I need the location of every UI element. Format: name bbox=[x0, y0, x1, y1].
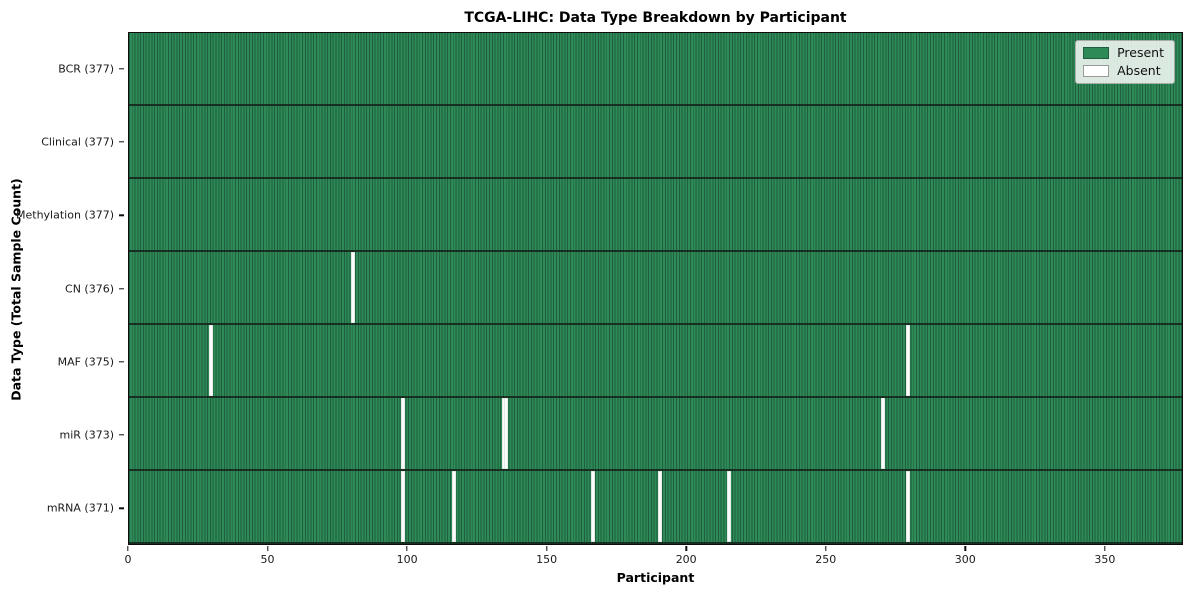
legend-item: Present bbox=[1083, 45, 1164, 60]
x-tick-label: 50 bbox=[260, 553, 275, 566]
y-tick-mark bbox=[119, 214, 124, 216]
absent-mark bbox=[401, 471, 406, 542]
x-tick-label: 100 bbox=[396, 553, 418, 566]
x-tick-label: 350 bbox=[1094, 553, 1116, 566]
absent-mark bbox=[401, 398, 406, 469]
x-tick-mark bbox=[825, 546, 827, 551]
x-tick-label: 300 bbox=[954, 553, 976, 566]
y-tick-mark bbox=[119, 287, 124, 290]
y-tick-mark bbox=[119, 434, 124, 436]
absent-mark bbox=[501, 398, 506, 469]
absent-mark bbox=[209, 325, 214, 396]
y-axis-tick-labels: BCR (377) Clinical (377) Methylation (377)… bbox=[0, 32, 124, 545]
y-tick-mark bbox=[119, 141, 124, 143]
legend-label: Absent bbox=[1117, 62, 1161, 78]
y-tick-label: mRNA (371) bbox=[46, 501, 114, 515]
absent-mark bbox=[351, 252, 356, 323]
heatmap-row bbox=[129, 471, 1182, 544]
heatmap-row bbox=[129, 106, 1182, 179]
x-tick-mark bbox=[685, 546, 687, 551]
y-tick-label: miR (373) bbox=[59, 428, 115, 442]
heatmap-row bbox=[129, 33, 1182, 106]
absent-mark bbox=[727, 471, 732, 542]
x-tick-mark bbox=[266, 546, 269, 551]
heatmap-row bbox=[129, 179, 1182, 252]
legend-swatch-present-icon bbox=[1083, 47, 1110, 60]
legend-item: Absent bbox=[1083, 62, 1164, 78]
absent-mark bbox=[657, 471, 662, 542]
heatmap-row bbox=[129, 252, 1182, 325]
y-tick-label: Methylation (377) bbox=[16, 208, 114, 222]
y-tick-label: BCR (377) bbox=[58, 62, 114, 76]
x-axis-tick-labels: 0 50 100 150 200 250 300 350 bbox=[124, 545, 1183, 569]
absent-mark bbox=[880, 398, 885, 469]
page-title: TCGA-LIHC: Data Type Breakdown by Partic… bbox=[464, 10, 847, 26]
x-tick-mark bbox=[127, 546, 129, 551]
x-tick-label: 200 bbox=[675, 553, 697, 566]
legend: Present Absent bbox=[1075, 40, 1175, 84]
x-tick-mark bbox=[964, 546, 966, 551]
x-axis-title: Participant bbox=[616, 570, 695, 585]
x-tick-mark bbox=[545, 546, 548, 551]
absent-mark bbox=[905, 471, 910, 542]
x-tick-label: 150 bbox=[536, 553, 558, 566]
y-tick-mark bbox=[119, 67, 124, 70]
y-tick-label: MAF (375) bbox=[57, 355, 114, 369]
absent-mark bbox=[451, 471, 456, 542]
heatmap-row bbox=[129, 325, 1182, 398]
x-tick-mark bbox=[1104, 546, 1106, 551]
legend-label: Present bbox=[1117, 45, 1164, 60]
y-tick-mark bbox=[119, 361, 124, 363]
y-tick-mark bbox=[119, 507, 124, 510]
y-tick-label: CN (376) bbox=[65, 282, 114, 295]
absent-mark bbox=[905, 325, 910, 396]
absent-mark bbox=[504, 398, 509, 469]
x-tick-label: 0 bbox=[124, 553, 132, 566]
heatmap-row bbox=[129, 398, 1182, 471]
y-tick-label: Clinical (377) bbox=[41, 135, 114, 149]
legend-swatch-absent-icon bbox=[1083, 64, 1110, 77]
x-tick-label: 250 bbox=[815, 553, 837, 566]
plot-area: Present Absent bbox=[128, 32, 1183, 545]
absent-mark bbox=[590, 471, 595, 542]
x-tick-mark bbox=[406, 546, 408, 551]
